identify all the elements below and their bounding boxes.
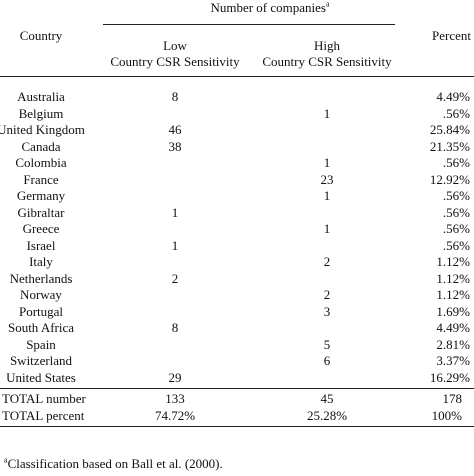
column-header-low-line1: Low <box>163 38 187 53</box>
cell-country: Australia <box>17 89 65 104</box>
cell-country: Norway <box>20 287 62 302</box>
column-header-percent: Percent <box>432 28 471 43</box>
totals-top-rule <box>0 388 474 389</box>
cell-low: 8 <box>171 320 179 335</box>
cell-high: 1 <box>323 155 331 170</box>
cell-country: South Africa <box>7 320 75 335</box>
cell-total-high: 45 <box>320 391 334 406</box>
cell-country: United Kingdom <box>0 122 85 137</box>
footnote: aClassification based on Ball et al. (20… <box>4 455 223 471</box>
cell-country: Switzerland <box>9 353 73 368</box>
cell-high: 5 <box>323 337 331 352</box>
cell-total-low: 74.72% <box>154 408 196 423</box>
column-header-low-line2: Country CSR Sensitivity <box>110 54 240 69</box>
cell-percent: .56% <box>442 238 470 253</box>
cell-total-label: TOTAL number <box>2 391 86 406</box>
cell-total-percent: 100% <box>431 408 462 423</box>
group-header: Number of companiesa <box>210 0 330 15</box>
cell-low: 29 <box>168 370 182 385</box>
cell-country: United States <box>6 370 76 385</box>
table-bottom-rule <box>0 426 474 427</box>
cell-country: France <box>23 172 59 187</box>
cell-percent: 25.84% <box>429 122 470 137</box>
cell-high: 2 <box>323 254 331 269</box>
cell-country: Netherlands <box>9 271 73 286</box>
cell-low: 2 <box>171 271 179 286</box>
cell-high: 1 <box>323 221 331 236</box>
cell-high: 3 <box>323 304 331 319</box>
column-header-country: Country <box>19 28 63 43</box>
cell-total-low: 133 <box>165 391 185 406</box>
cell-country: Israel <box>26 238 56 253</box>
cell-percent: 1.12% <box>436 271 470 286</box>
column-header-high-line1: High <box>314 38 340 53</box>
cell-low: 1 <box>171 238 179 253</box>
cell-country: Canada <box>21 139 61 154</box>
cell-total-high: 25.28% <box>306 408 348 423</box>
cell-percent: .56% <box>442 205 470 220</box>
cell-percent: 16.29% <box>429 370 470 385</box>
cell-country: Belgium <box>18 106 64 121</box>
cell-country: Portugal <box>18 304 64 319</box>
cell-percent: 1.69% <box>436 304 470 319</box>
cell-percent: 12.92% <box>429 172 470 187</box>
cell-high: 1 <box>323 188 331 203</box>
cell-percent: 4.49% <box>436 89 470 104</box>
cell-low: 1 <box>171 205 179 220</box>
cell-percent: .56% <box>442 106 470 121</box>
header-bottom-rule <box>0 76 474 77</box>
group-header-rule <box>103 24 395 25</box>
cell-high: 6 <box>323 353 331 368</box>
cell-percent: 1.12% <box>436 254 470 269</box>
cell-percent: 21.35% <box>429 139 470 154</box>
cell-country: Gibraltar <box>17 205 65 220</box>
cell-high: 2 <box>323 287 331 302</box>
cell-high: 1 <box>323 106 331 121</box>
column-header-high-line2: Country CSR Sensitivity <box>262 54 392 69</box>
cell-total-percent: 178 <box>442 391 463 406</box>
cell-country: Greece <box>22 221 60 236</box>
cell-country: Spain <box>26 337 56 352</box>
cell-percent: 3.37% <box>436 353 470 368</box>
cell-total-label: TOTAL percent <box>2 408 85 423</box>
cell-low: 46 <box>168 122 182 137</box>
cell-low: 8 <box>171 89 179 104</box>
cell-low: 38 <box>168 139 182 154</box>
cell-percent: 4.49% <box>436 320 470 335</box>
cell-country: Italy <box>29 254 53 269</box>
cell-percent: 1.12% <box>436 287 470 302</box>
cell-percent: .56% <box>442 221 470 236</box>
cell-percent: .56% <box>442 155 470 170</box>
cell-country: Germany <box>16 188 66 203</box>
cell-high: 23 <box>320 172 334 187</box>
cell-percent: 2.81% <box>436 337 470 352</box>
cell-country: Colombia <box>15 155 67 170</box>
cell-percent: .56% <box>442 188 470 203</box>
